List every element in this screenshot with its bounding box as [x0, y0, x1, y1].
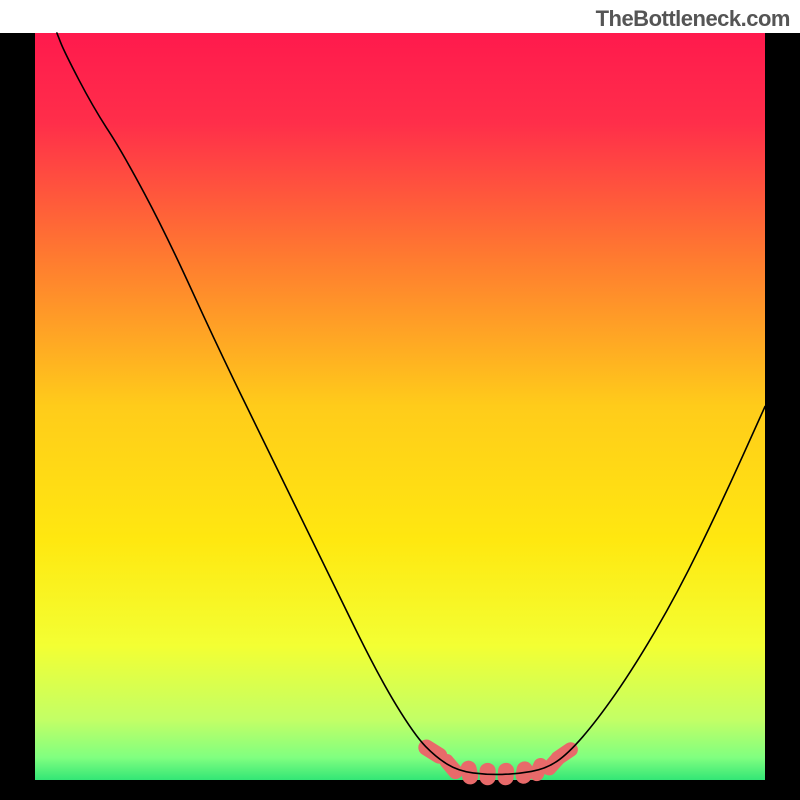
plot-background [35, 33, 765, 780]
watermark-label: TheBottleneck.com [596, 6, 790, 32]
bottleneck-chart: TheBottleneck.com [0, 0, 800, 800]
chart-svg [0, 0, 800, 800]
right-cover [765, 33, 800, 780]
border-bottom [0, 780, 800, 800]
left-cover [0, 33, 35, 780]
